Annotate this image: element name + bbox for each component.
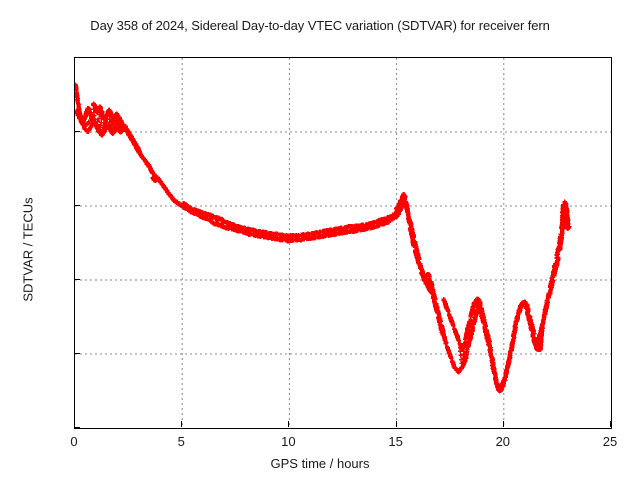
y-tick-mark: [74, 205, 80, 206]
x-axis-label: GPS time / hours: [270, 456, 370, 471]
y-tick-mark: [74, 353, 80, 354]
y-axis-label: SDTVAR / TECUs: [20, 197, 36, 302]
x-tick-mark: [181, 421, 183, 427]
plot-frame: [74, 57, 612, 429]
x-tick-mark: [395, 421, 397, 427]
x-tick-mark: [288, 421, 290, 427]
x-tick-label: 10: [281, 434, 296, 449]
scatter-points: [75, 82, 572, 394]
y-tick-mark: [74, 279, 80, 280]
y-tick-mark: [74, 57, 80, 58]
x-tick-label: 25: [602, 434, 618, 449]
x-tick-label: 5: [177, 434, 185, 449]
y-tick-mark: [74, 427, 80, 428]
x-tick-label: 20: [495, 434, 511, 449]
page-title: Day 358 of 2024, Sidereal Day-to-day VTE…: [90, 18, 550, 33]
x-tick-mark: [74, 421, 75, 427]
x-tick-label: 0: [70, 434, 78, 449]
x-tick-label: 15: [388, 434, 403, 449]
y-tick-mark: [74, 131, 80, 132]
x-tick-mark: [610, 421, 611, 427]
scatter-data-layer: [75, 82, 572, 394]
x-tick-mark: [502, 421, 504, 427]
